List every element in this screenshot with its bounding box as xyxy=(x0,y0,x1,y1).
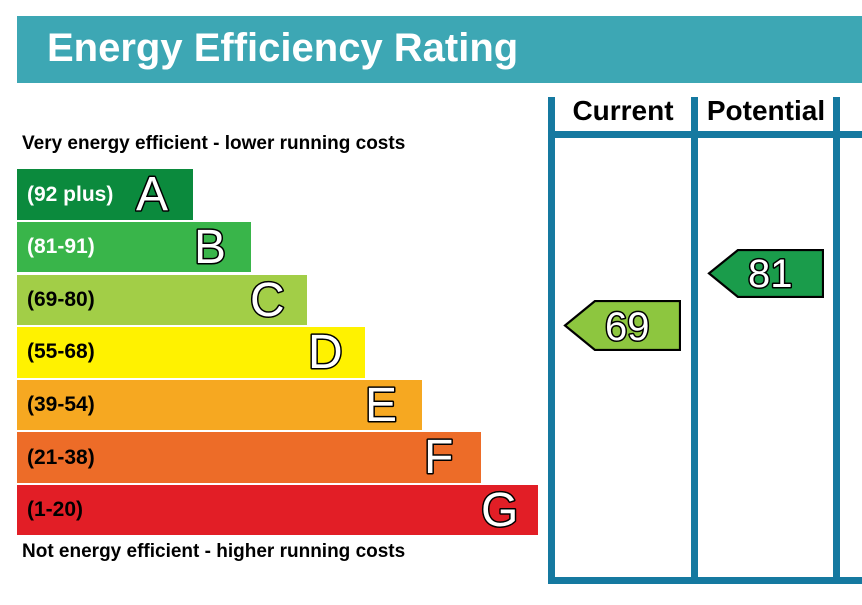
svg-text:D: D xyxy=(308,327,343,377)
svg-text:81: 81 xyxy=(748,252,793,296)
svg-text:F: F xyxy=(424,432,453,482)
svg-text:A: A xyxy=(136,169,168,219)
svg-text:C: C xyxy=(250,275,285,325)
svg-text:E: E xyxy=(365,380,397,430)
svg-text:G: G xyxy=(481,485,518,535)
svg-text:B: B xyxy=(194,222,226,272)
svg-text:69: 69 xyxy=(605,305,650,349)
